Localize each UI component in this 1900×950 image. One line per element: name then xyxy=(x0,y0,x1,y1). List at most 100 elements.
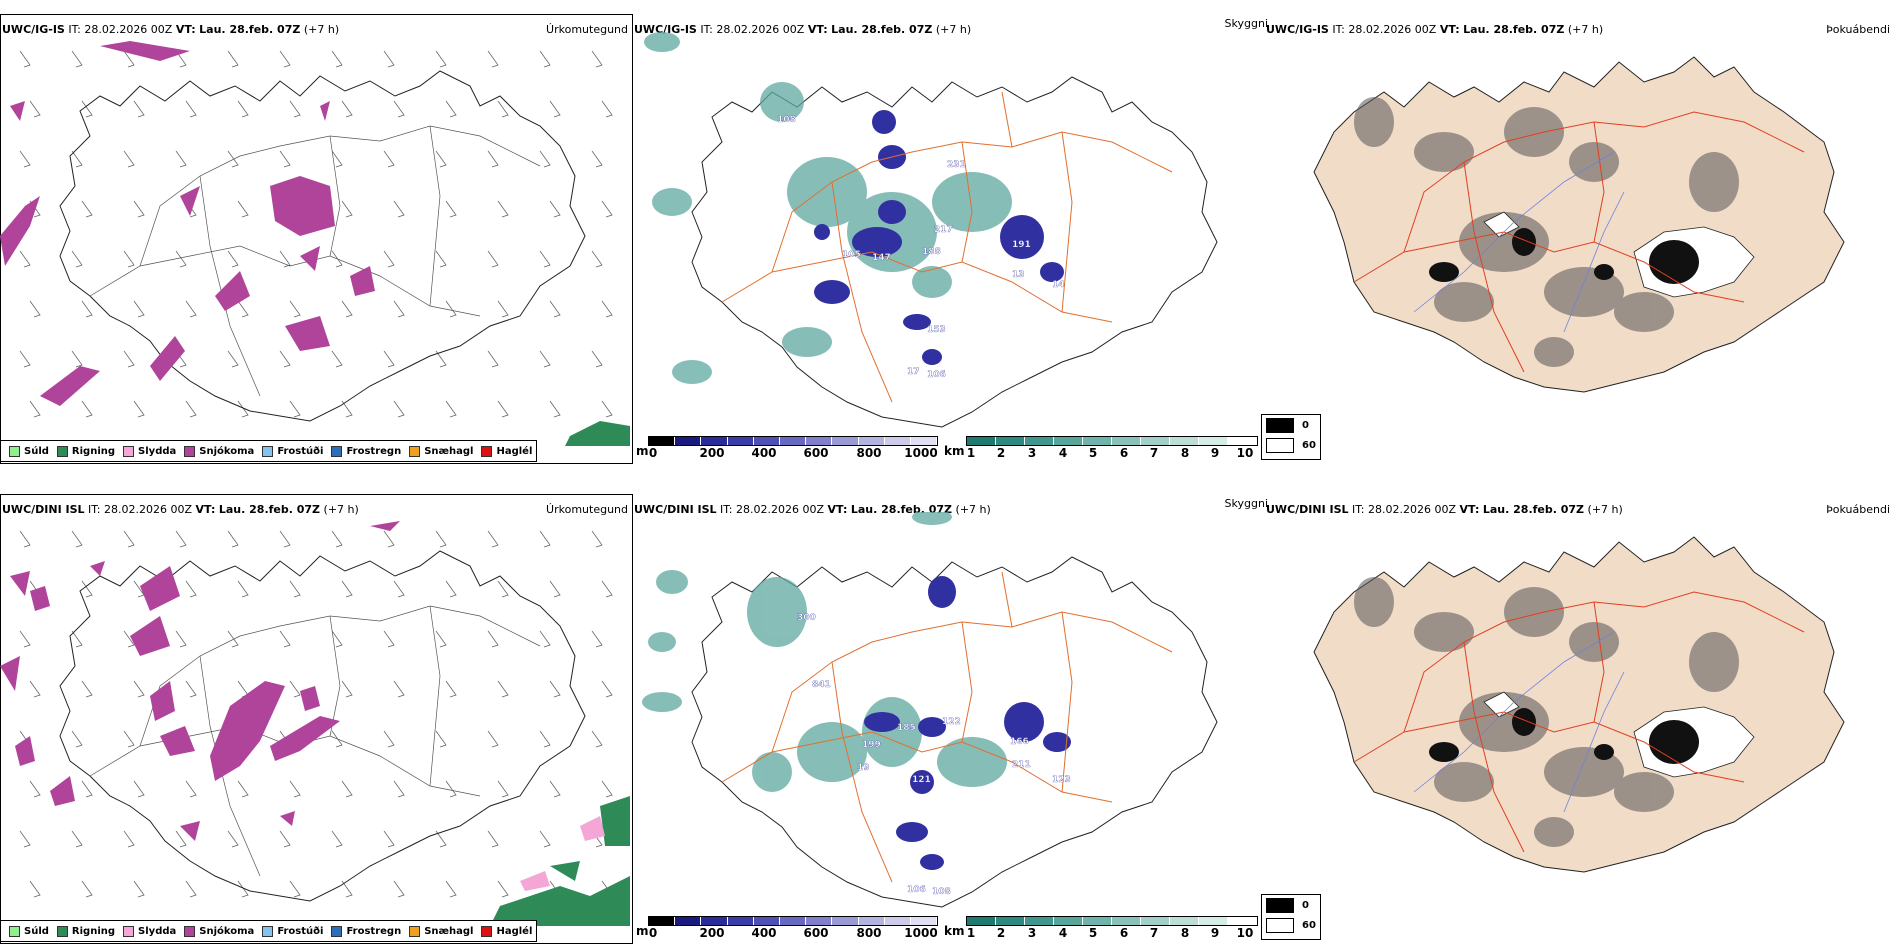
road-network xyxy=(1353,111,1805,373)
cloud-label: 166 xyxy=(1010,737,1029,747)
precip-legend: Súld Rigning Slydda Snjókoma Frostúði Fr… xyxy=(0,440,537,462)
sleet-area xyxy=(520,816,605,891)
iceland-fill xyxy=(1313,536,1845,873)
lead-time: (+7 h) xyxy=(955,503,991,516)
road-network xyxy=(1353,591,1805,853)
tick-label: 7 xyxy=(1149,446,1159,460)
tick-label: 600 xyxy=(803,446,829,460)
tick-label: 0 xyxy=(648,446,658,460)
model-name: UWC/DINI ISL xyxy=(1266,503,1349,516)
it-value: 28.02.2026 00Z xyxy=(1348,23,1437,36)
cloud-map: 108 231 217 188 147 105 191 13 14 153 10… xyxy=(644,32,1218,428)
legend-item-freezing-drizzle: Frostúði xyxy=(262,925,323,937)
wind-barbs xyxy=(19,530,613,898)
it-label: IT: xyxy=(720,503,733,516)
tick-label: 400 xyxy=(751,926,777,940)
cloud-label: 108 xyxy=(932,887,951,897)
cloud-label: 185 xyxy=(897,723,916,733)
tick-label: 600 xyxy=(803,926,829,940)
it-label: IT: xyxy=(1352,503,1365,516)
cloud-label: 123 xyxy=(1052,775,1071,785)
legend-item-snow: Snjókoma xyxy=(184,445,254,457)
cloud-label: 300 xyxy=(797,613,816,623)
cloud-label: 106 xyxy=(907,885,926,895)
iceland-outline xyxy=(59,70,586,422)
tick-label: 10 xyxy=(1236,926,1254,940)
tick-label: 5 xyxy=(1088,446,1098,460)
road-network xyxy=(721,571,1173,883)
precip-title: Úrkomutegund xyxy=(546,503,628,516)
vt-value: Lau. 28.feb. 07Z xyxy=(1482,503,1585,516)
precip-panel-top: UWC/IG-IS IT: 28.02.2026 00Z VT: Lau. 28… xyxy=(0,12,633,464)
scale-unit: m xyxy=(636,444,649,458)
tick-label: 1000 xyxy=(904,446,938,460)
fog-panel-top: UWC/IG-IS IT: 28.02.2026 00Z VT: Lau. 28… xyxy=(1264,12,1900,464)
cloud-label: 199 xyxy=(862,740,881,750)
it-label: IT: xyxy=(88,503,101,516)
tick-label: 1 xyxy=(966,446,976,460)
fog-title: Þokuábendi xyxy=(1826,503,1890,516)
road-network xyxy=(89,125,541,397)
panel-header: UWC/DINI ISL IT: 28.02.2026 00Z VT: Lau.… xyxy=(1264,500,1900,516)
legend-item-rain: Rigning xyxy=(56,445,115,457)
panel-header: UWC/DINI ISL IT: 28.02.2026 00Z VT: Lau.… xyxy=(0,500,632,516)
scale-unit: km xyxy=(944,924,965,938)
cloud-label: 841 xyxy=(812,680,831,690)
tick-label: 2 xyxy=(996,446,1006,460)
tick-label: 1000 xyxy=(904,926,938,940)
precip-panel-bottom: UWC/DINI ISL IT: 28.02.2026 00Z VT: Lau.… xyxy=(0,492,633,944)
tick-label: 3 xyxy=(1027,446,1037,460)
tick-label: 3 xyxy=(1027,926,1037,940)
vt-label: VT: xyxy=(1459,503,1480,516)
legend-item-snow: Snjókoma xyxy=(184,925,254,937)
cloud-label: 217 xyxy=(934,225,953,235)
vt-label: VT: xyxy=(195,503,216,516)
cloud-panel-top: UWC/IG-IS IT: 28.02.2026 00Z VT: Lau. 28… xyxy=(632,12,1268,464)
tick-label: 800 xyxy=(856,446,882,460)
panel-header: UWC/DINI ISL IT: 28.02.2026 00Z VT: Lau.… xyxy=(632,497,1268,516)
vt-value: Lau. 28.feb. 07Z xyxy=(199,23,301,36)
legend-item-freezing-drizzle: Frostúði xyxy=(262,445,323,457)
tick-label: 6 xyxy=(1119,446,1129,460)
vt-label: VT: xyxy=(807,23,828,36)
cloud-label: 17 xyxy=(907,367,920,377)
panel-header: UWC/IG-IS IT: 28.02.2026 00Z VT: Lau. 28… xyxy=(1264,20,1900,36)
fog-map xyxy=(1313,56,1845,393)
vt-value: Lau. 28.feb. 07Z xyxy=(218,503,321,516)
cloud-label: 121 xyxy=(912,775,931,785)
wind-barbs xyxy=(19,50,613,418)
it-value: 28.02.2026 00Z xyxy=(716,23,805,36)
tick-label: 7 xyxy=(1149,926,1159,940)
model-name: UWC/DINI ISL xyxy=(634,503,717,516)
vt-label: VT: xyxy=(175,23,196,36)
legend-item-sleet: Slydda xyxy=(123,445,176,457)
precip-map xyxy=(0,41,630,446)
fog-gray-areas xyxy=(1354,577,1739,847)
it-label: IT: xyxy=(68,23,81,36)
cloud-label: 122 xyxy=(942,717,961,727)
fog-legend-item: 0 xyxy=(1262,415,1320,435)
tick-label: 1 xyxy=(966,926,976,940)
visibility-teal-areas xyxy=(642,512,1007,792)
precip-title: Úrkomutegund xyxy=(546,23,628,36)
tick-label: 6 xyxy=(1119,926,1129,940)
it-value: 28.02.2026 00Z xyxy=(84,23,173,36)
fog-legend-item: 0 xyxy=(1262,895,1320,915)
lead-time: (+7 h) xyxy=(303,23,340,36)
lead-time: (+7 h) xyxy=(323,503,359,516)
tick-label: 8 xyxy=(1180,926,1190,940)
it-value: 28.02.2026 00Z xyxy=(104,503,193,516)
tick-label: 4 xyxy=(1058,446,1068,460)
lead-time: (+7 h) xyxy=(1567,23,1604,36)
cloud-panel-bottom: UWC/DINI ISL IT: 28.02.2026 00Z VT: Lau.… xyxy=(632,492,1268,944)
cloud-label: 191 xyxy=(1012,240,1031,250)
it-value: 28.02.2026 00Z xyxy=(736,503,825,516)
panel-header: UWC/IG-IS IT: 28.02.2026 00Z VT: Lau. 28… xyxy=(0,20,632,36)
cloud-label: 108 xyxy=(777,115,796,125)
legend-item-freezing-rain: Frostregn xyxy=(331,445,401,457)
scale-unit: m xyxy=(636,924,649,938)
tick-label: 200 xyxy=(699,926,725,940)
cloudbase-labels: 108 231 217 188 147 105 191 13 14 153 10… xyxy=(777,115,1065,380)
cloud-label: 106 xyxy=(927,370,946,380)
road-network xyxy=(721,91,1173,403)
